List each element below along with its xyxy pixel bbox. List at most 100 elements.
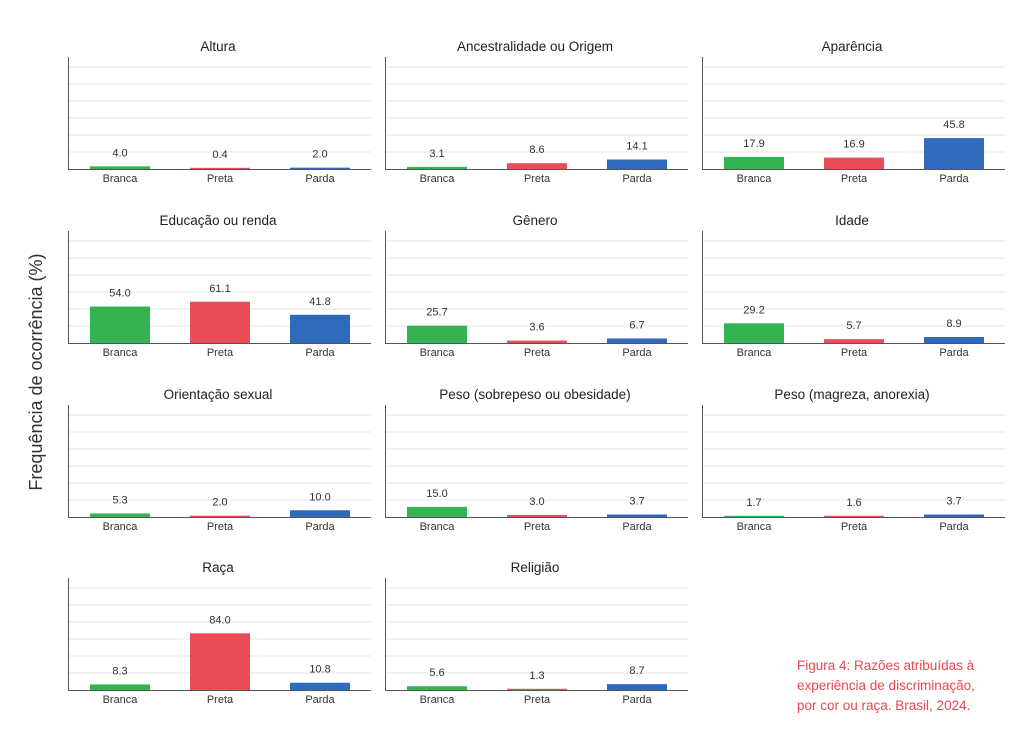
panel-title: Aparência: [822, 39, 883, 54]
bar-branca: [407, 166, 467, 169]
figure-caption: Figura 4: Razões atribuídas à experiênci…: [797, 656, 1017, 716]
category-label: Parda: [305, 173, 335, 185]
bar-parda: [924, 138, 984, 169]
panel-11: Religião 5.6 Branca 1.3 Preta 8.7 Parda: [385, 560, 688, 706]
bar-parda: [924, 514, 984, 517]
panel-title: Religião: [511, 560, 560, 575]
category-label: Branca: [103, 347, 139, 359]
bar-value-label: 0.4: [212, 149, 227, 161]
panel-title: Peso (magreza, anorexia): [774, 387, 929, 402]
bar-value-label: 45.8: [943, 119, 964, 131]
category-label: Branca: [420, 173, 456, 185]
panel-title: Orientação sexual: [164, 387, 273, 402]
bar-value-label: 84.0: [209, 614, 230, 626]
bar-value-label: 8.6: [529, 144, 544, 156]
bar-value-label: 2.0: [312, 149, 327, 161]
bar-preta: [507, 340, 567, 343]
bar-branca: [90, 306, 150, 343]
bar-branca: [90, 513, 150, 517]
category-label: Preta: [524, 173, 551, 185]
category-label: Branca: [737, 347, 773, 359]
category-label: Preta: [841, 347, 868, 359]
panel-title: Idade: [835, 213, 869, 228]
bar-branca: [90, 166, 150, 169]
panel-9: Peso (magreza, anorexia) 1.7 Branca 1.6 Pret…: [702, 387, 1005, 533]
bar-preta: [190, 515, 250, 517]
bar-value-label: 3.0: [529, 496, 544, 508]
bar-value-label: 17.9: [743, 138, 764, 150]
bar-branca: [407, 506, 467, 517]
panel-6: Idade 29.2 Branca 5.7 Preta 8.9 Parda: [702, 213, 1005, 359]
panel-4: Educação ou renda 54.0 Branca 61.1 Preta 41.8…: [68, 213, 371, 359]
category-label: Parda: [622, 173, 652, 185]
bar-value-label: 41.8: [309, 296, 330, 308]
bar-value-label: 3.7: [946, 496, 961, 508]
panel-title: Raça: [202, 560, 234, 575]
bar-branca: [90, 684, 150, 690]
bar-value-label: 1.7: [746, 497, 761, 509]
bar-preta: [190, 633, 250, 690]
bar-value-label: 6.7: [629, 319, 644, 331]
panel-title: Educação ou renda: [159, 213, 277, 228]
bar-value-label: 5.6: [429, 667, 444, 679]
chart-panels: Altura4.0Branca0.4Preta2.0PardaAncestral…: [68, 39, 1005, 706]
bar-parda: [290, 167, 350, 169]
bar-value-label: 61.1: [209, 283, 230, 295]
bar-preta: [824, 515, 884, 517]
panel-10: Raça 8.3 Branca 84.0 Preta 10.8 Parda: [68, 560, 371, 706]
category-label: Branca: [103, 694, 139, 706]
bar-branca: [407, 325, 467, 343]
category-label: Branca: [420, 694, 456, 706]
bar-preta: [190, 301, 250, 343]
panel-title: Peso (sobrepeso ou obesidade): [439, 387, 630, 402]
category-label: Preta: [841, 173, 868, 185]
bar-value-label: 8.3: [112, 665, 127, 677]
bar-preta: [507, 688, 567, 690]
bar-branca: [724, 515, 784, 517]
bar-value-label: 5.3: [112, 494, 127, 506]
panel-7: Orientação sexual 5.3 Branca 2.0 Preta 10.0 Pa…: [68, 387, 371, 533]
bar-value-label: 54.0: [109, 288, 130, 300]
panel-3: Aparência 17.9 Branca 16.9 Preta 45.8 Parda: [702, 39, 1005, 185]
bar-value-label: 1.3: [529, 670, 544, 682]
category-label: Preta: [207, 347, 234, 359]
category-label: Parda: [305, 347, 335, 359]
category-label: Preta: [524, 521, 551, 533]
bar-value-label: 8.9: [946, 318, 961, 330]
bar-value-label: 16.9: [843, 139, 864, 151]
bar-preta: [507, 514, 567, 517]
bar-value-label: 3.1: [429, 148, 444, 160]
category-label: Branca: [103, 521, 139, 533]
bar-value-label: 10.0: [309, 491, 330, 503]
bar-value-label: 4.0: [112, 147, 127, 159]
panel-1: Altura 4.0 Branca 0.4 Preta 2.0 Parda: [68, 39, 371, 185]
category-label: Parda: [939, 521, 969, 533]
bar-value-label: 14.1: [626, 140, 647, 152]
bar-preta: [824, 157, 884, 169]
bar-value-label: 2.0: [212, 497, 227, 509]
bar-parda: [607, 338, 667, 343]
bar-value-label: 1.6: [846, 497, 861, 509]
category-label: Preta: [207, 173, 234, 185]
category-label: Preta: [841, 521, 868, 533]
bar-preta: [824, 339, 884, 343]
panel-title: Altura: [200, 39, 236, 54]
category-label: Branca: [103, 173, 139, 185]
bar-value-label: 3.7: [629, 496, 644, 508]
panel-5: Gênero 25.7 Branca 3.6 Preta 6.7 Parda: [385, 213, 688, 359]
category-label: Parda: [622, 347, 652, 359]
bar-parda: [290, 682, 350, 690]
category-label: Parda: [939, 173, 969, 185]
caption-line-2: experiência de discriminação,: [797, 678, 975, 693]
category-label: Preta: [524, 694, 551, 706]
category-label: Branca: [737, 173, 773, 185]
y-axis-label: Frequência de ocorrência (%): [26, 253, 46, 490]
panel-title: Gênero: [512, 213, 557, 228]
category-label: Branca: [420, 347, 456, 359]
bar-value-label: 8.7: [629, 665, 644, 677]
bar-value-label: 25.7: [426, 307, 447, 319]
bar-preta: [507, 163, 567, 169]
bar-branca: [724, 156, 784, 169]
panel-2: Ancestralidade ou Origem 3.1 Branca 8.6 Pret…: [385, 39, 688, 185]
